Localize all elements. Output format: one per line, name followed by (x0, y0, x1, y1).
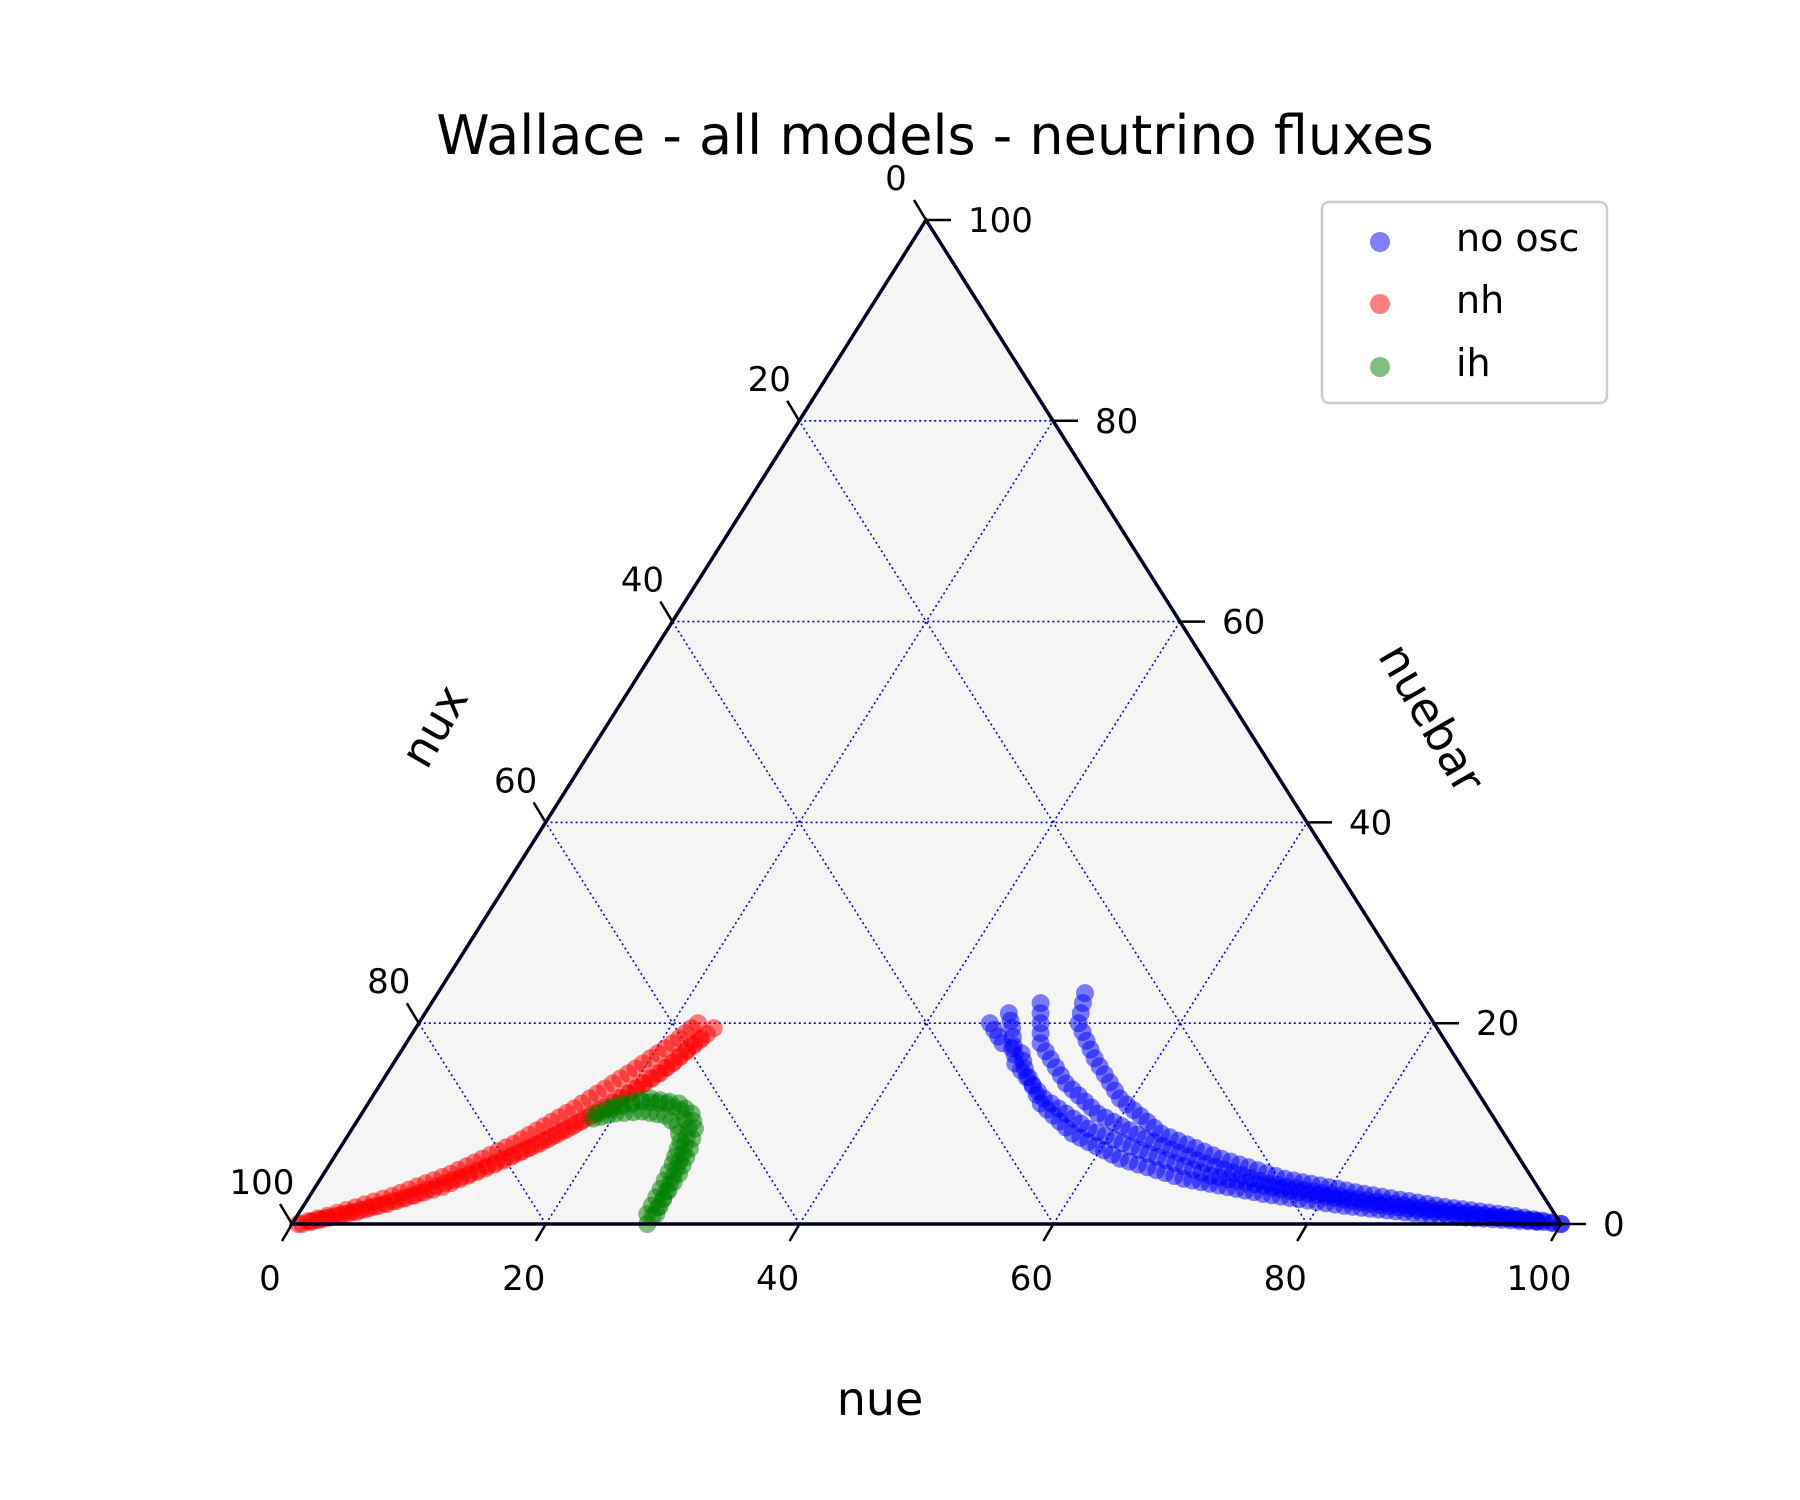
gridline (798, 420, 1308, 1225)
legend-marker-no-osc (1370, 232, 1390, 252)
data-point (303, 1212, 322, 1230)
tick-label-right: 40 (1349, 803, 1392, 843)
legend-box (1320, 200, 1609, 405)
tick-label-right: 100 (968, 201, 1033, 241)
legend: no osc nh ih (1320, 200, 1609, 405)
gridline (1052, 821, 1308, 1225)
tick-label-left: 0 (885, 159, 907, 199)
tick-label-left: 100 (230, 1163, 295, 1203)
legend-label-ih: ih (1456, 341, 1491, 385)
tick-label-bottom: 20 (502, 1259, 545, 1299)
tick-label-right: 0 (1603, 1205, 1625, 1245)
tick-mark-bottom (1042, 1223, 1055, 1242)
axis-label-bottom: nue (837, 1372, 924, 1426)
plot-area (292, 220, 1561, 1224)
tick-mark-bottom (788, 1223, 801, 1242)
legend-label-no-osc: no osc (1456, 216, 1579, 260)
tick-mark-bottom (280, 1223, 294, 1242)
tick-label-bottom: 100 (1507, 1259, 1572, 1299)
legend-marker-nh (1370, 294, 1390, 314)
axis-ticks: 0 0 0 20 20 20 40 40 40 60 60 60 80 80 80 100 100 100 (230, 159, 1625, 1299)
gridline (544, 821, 801, 1225)
axis-label-left: nux (389, 675, 479, 776)
tick-mark-left (912, 199, 928, 221)
data-point (1527, 1213, 1546, 1231)
gridlines (418, 419, 1435, 1225)
triangle-border (288, 216, 1565, 1226)
tick-label-bottom: 0 (259, 1259, 281, 1299)
legend-marker-ih (1370, 357, 1390, 377)
chart-title: Wallace - all models - neutrino fluxes (436, 104, 1434, 167)
tick-label-left: 20 (748, 360, 791, 400)
tick-label-left: 40 (621, 561, 664, 601)
tick-label-right: 20 (1476, 1004, 1519, 1044)
tick-label-bottom: 60 (1010, 1259, 1053, 1299)
axis-label-right: nuebar (1368, 634, 1496, 802)
tick-mark-bottom (534, 1223, 547, 1242)
tick-label-left: 60 (494, 761, 537, 801)
tick-mark-bottom (1296, 1223, 1309, 1242)
tick-label-bottom: 40 (756, 1259, 799, 1299)
tick-label-left: 80 (367, 962, 410, 1002)
tick-label-right: 60 (1222, 603, 1265, 643)
tick-label-bottom: 80 (1264, 1259, 1307, 1299)
series-nh (289, 1014, 723, 1233)
tick-mark-left (405, 1002, 420, 1024)
gridline (545, 420, 1054, 1225)
tick-mark-left (532, 801, 547, 824)
series-no-osc (980, 984, 1570, 1233)
tick-mark-left (659, 600, 674, 623)
tick-label-right: 80 (1095, 402, 1138, 442)
gridline (798, 621, 1181, 1225)
series-ih (584, 1089, 704, 1233)
tick-mark-bottom (1549, 1223, 1563, 1242)
gridline (671, 621, 1055, 1225)
data-points (289, 984, 1570, 1233)
tick-mark-left (786, 400, 801, 422)
legend-label-nh: nh (1456, 278, 1504, 322)
tick-mark-left (278, 1203, 294, 1225)
data-point (647, 1205, 666, 1223)
